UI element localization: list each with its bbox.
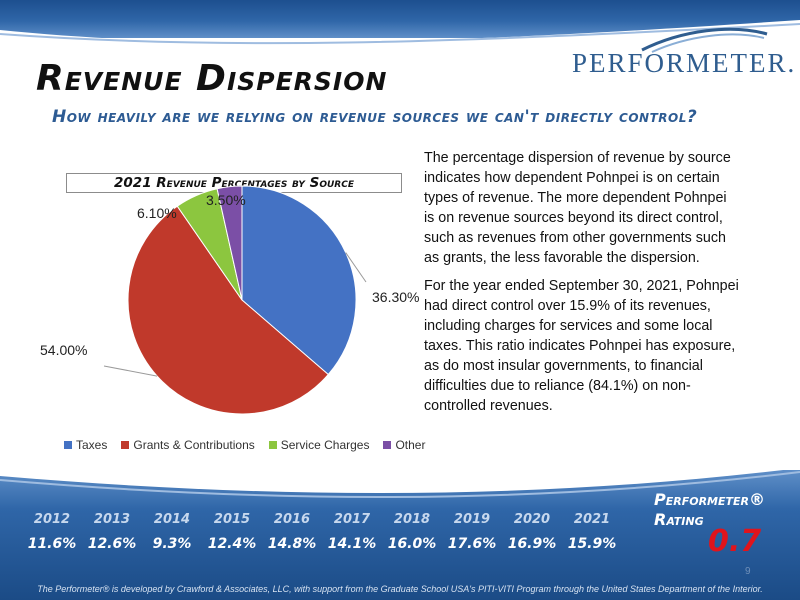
history-years-row: 2012 2013 2014 2015 2016 2017 2018 2019 … — [22, 512, 622, 527]
year-cell: 2020 — [513, 512, 551, 527]
value-cell: 16.0% — [387, 536, 437, 552]
value-cell: 14.8% — [267, 536, 317, 552]
year-cell: 2012 — [33, 512, 71, 527]
value-cell: 9.3% — [152, 536, 192, 552]
performeter-logo: PERFORMETER. — [572, 22, 794, 82]
value-cell: 16.9% — [507, 536, 557, 552]
legend-label-service-charges: Service Charges — [280, 438, 370, 452]
year-cell: 2021 — [573, 512, 611, 527]
value-cell: 14.1% — [327, 536, 377, 552]
year-cell: 2014 — [153, 512, 191, 527]
year-cell: 2013 — [93, 512, 131, 527]
logo-swoosh-icon — [641, 27, 768, 53]
top-wave-decoration — [0, 20, 800, 60]
legend-swatch-grants — [121, 441, 130, 449]
value-cell: 12.6% — [87, 536, 137, 552]
page-subtitle: How heavily are we relying on revenue so… — [52, 107, 698, 127]
chart-legend: Taxes Grants & Contributions Service Cha… — [64, 438, 425, 452]
footer-text: The Performeter® is developed by Crawfor… — [37, 584, 763, 594]
year-cell: 2019 — [453, 512, 491, 527]
data-label-grants-contributions: 54.00% — [40, 342, 87, 358]
rating-label-line-1: Performeter® — [654, 490, 765, 509]
rating-label: Performeter® Rating — [654, 490, 765, 530]
legend-item-service-charges: Service Charges — [268, 438, 370, 452]
revenue-pie-chart: 36.30% 54.00% 6.10% 3.50% — [40, 185, 419, 415]
year-cell: 2015 — [213, 512, 251, 527]
page-title: Revenue Dispersion — [36, 58, 388, 99]
description-paragraph-1: The percentage dispersion of revenue by … — [424, 150, 731, 266]
leader-line-taxes — [345, 252, 367, 283]
history-values-row: 11.6% 12.6% 9.3% 12.4% 14.8% 14.1% 16.0%… — [22, 536, 622, 552]
value-cell: 11.6% — [27, 536, 77, 552]
legend-label-grants: Grants & Contributions — [133, 438, 255, 452]
logo-text: PERFORMETER. — [572, 48, 797, 78]
rating-value: 0.7 — [708, 524, 762, 559]
legend-item-taxes: Taxes — [64, 438, 107, 452]
year-cell: 2017 — [333, 512, 371, 527]
description-paragraph-2: For the year ended September 30, 2021, P… — [424, 278, 739, 414]
rating-label-line-2: Rating — [654, 510, 704, 529]
year-cell: 2016 — [273, 512, 311, 527]
description-text: The percentage dispersion of revenue by … — [424, 148, 740, 424]
data-label-taxes: 36.30% — [372, 289, 419, 305]
data-label-service-charges: 6.10% — [137, 205, 177, 221]
year-cell: 2018 — [393, 512, 431, 527]
value-cell: 12.4% — [207, 536, 257, 552]
legend-item-grants: Grants & Contributions — [121, 438, 255, 452]
page-number: 9 — [745, 566, 751, 577]
legend-item-other: Other — [383, 438, 425, 452]
bottom-wave-decoration — [0, 462, 800, 499]
pie-slice-other — [216, 185, 243, 301]
data-label-other: 3.50% — [206, 192, 246, 208]
value-cell: 15.9% — [567, 536, 617, 552]
pie-slice-taxes — [241, 185, 357, 376]
legend-label-other: Other — [395, 438, 426, 452]
legend-swatch-other — [383, 441, 392, 449]
legend-swatch-service-charges — [268, 441, 277, 449]
value-cell: 17.6% — [447, 536, 497, 552]
legend-swatch-taxes — [64, 441, 72, 449]
legend-label-taxes: Taxes — [76, 438, 108, 452]
leader-line-grants-contributions — [103, 365, 158, 377]
